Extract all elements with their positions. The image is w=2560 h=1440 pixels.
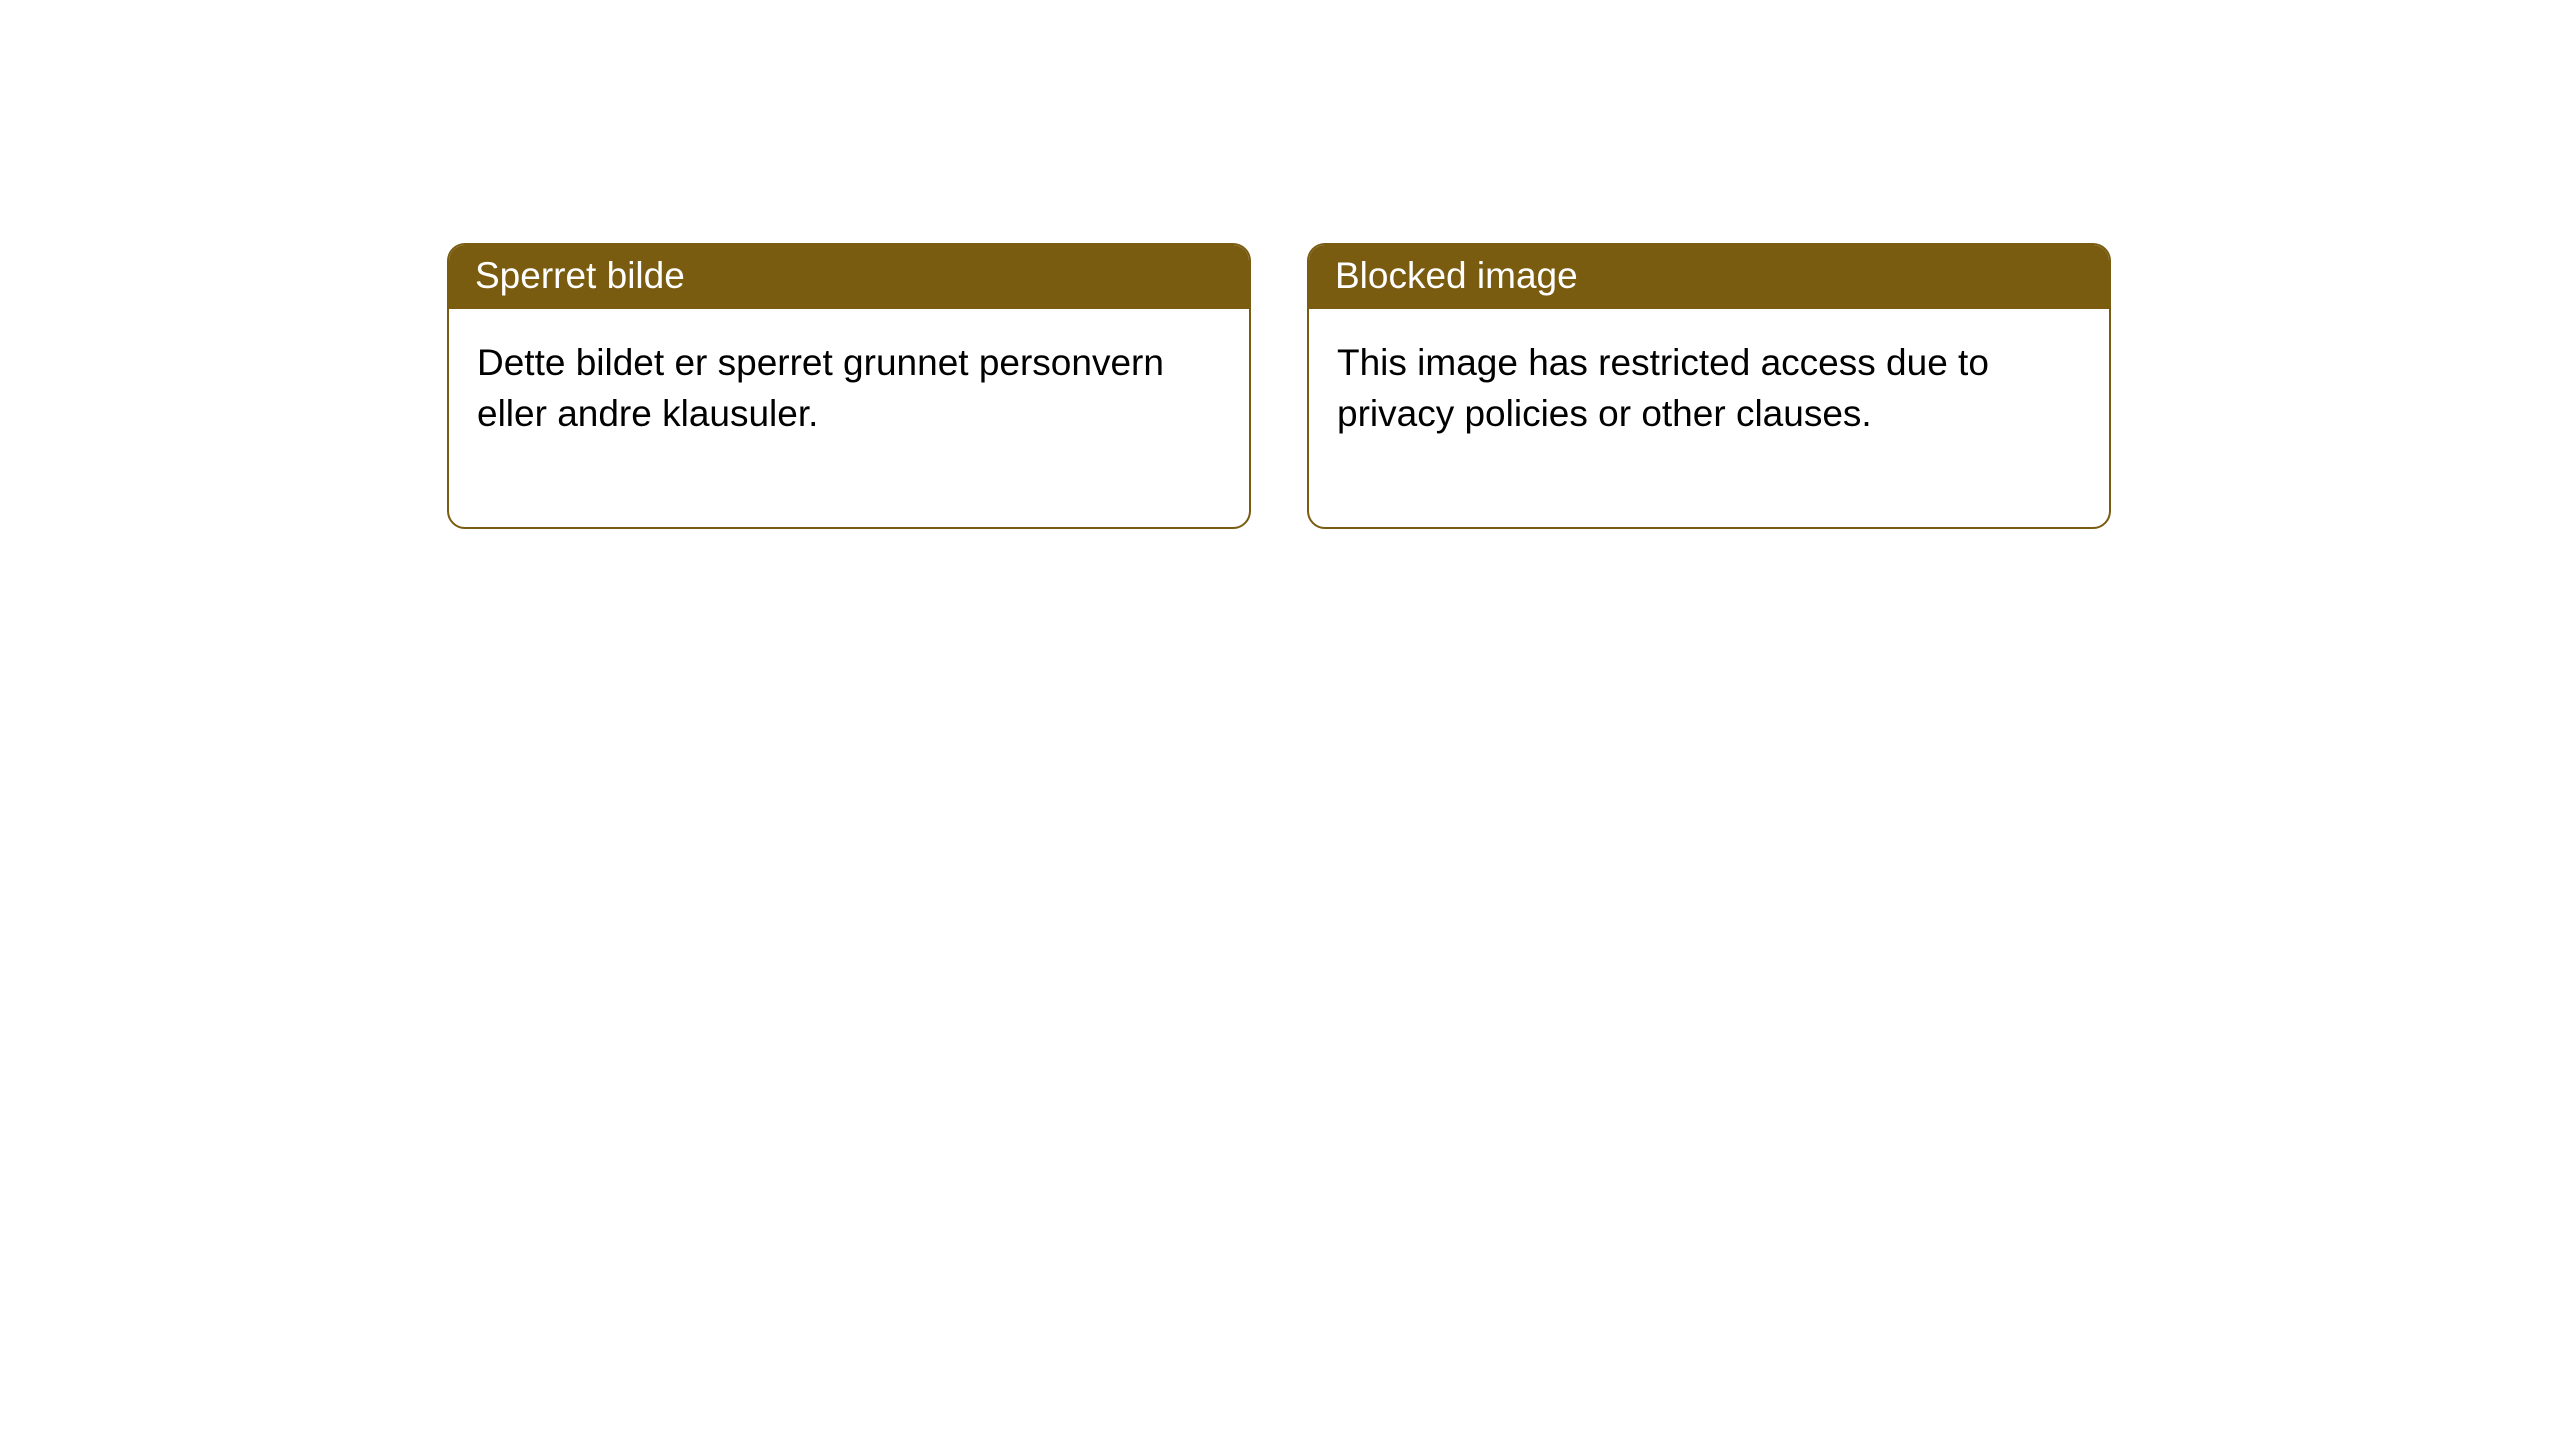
notice-body: Dette bildet er sperret grunnet personve…	[449, 309, 1249, 527]
notice-container: Sperret bilde Dette bildet er sperret gr…	[0, 0, 2560, 529]
notice-body: This image has restricted access due to …	[1309, 309, 2109, 527]
notice-header: Sperret bilde	[449, 245, 1249, 309]
notice-card-norwegian: Sperret bilde Dette bildet er sperret gr…	[447, 243, 1251, 529]
notice-header: Blocked image	[1309, 245, 2109, 309]
notice-card-english: Blocked image This image has restricted …	[1307, 243, 2111, 529]
